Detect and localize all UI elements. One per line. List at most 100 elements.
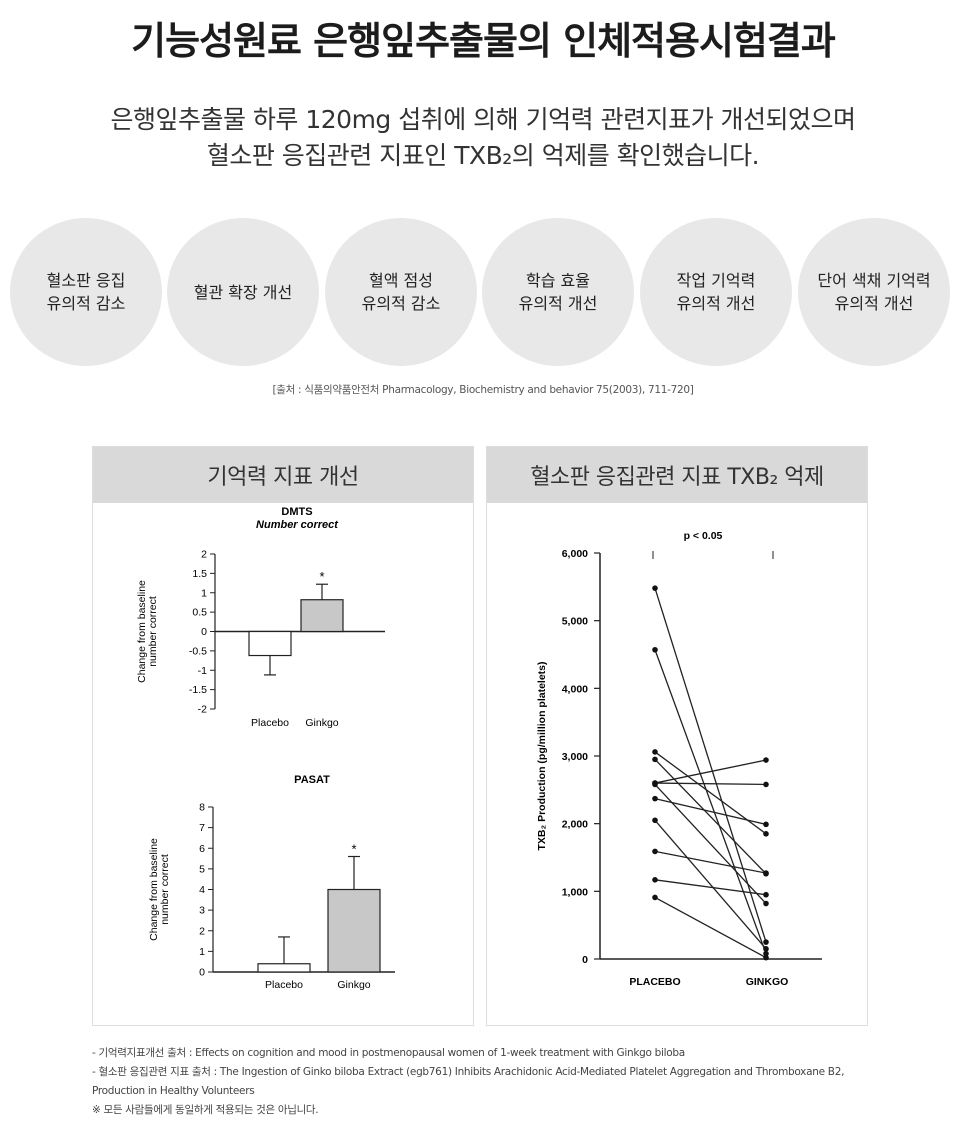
y-axis-label: TXB₂ Production (pg/million platelets) bbox=[536, 662, 548, 851]
y-tick-label: 4 bbox=[199, 884, 205, 896]
y-tick-label: 1 bbox=[199, 946, 205, 958]
y-tick-label: 0 bbox=[201, 626, 207, 638]
placebo-point bbox=[652, 780, 658, 786]
y-axis-label: Change from baselinenumber correct bbox=[148, 838, 171, 941]
chart-title: PASAT bbox=[294, 774, 330, 786]
y-tick-label: 1,000 bbox=[562, 886, 588, 898]
source-citation: [출처 : 식품의약품안전처 Pharmacology, Biochemistr… bbox=[272, 384, 694, 396]
benefit-circle-working-memory: 작업 기억력 유의적 개선 bbox=[640, 218, 792, 366]
subject-line bbox=[654, 783, 767, 904]
category-label: Ginkgo bbox=[337, 979, 370, 991]
y-tick-label: -2 bbox=[198, 704, 207, 716]
placebo-point bbox=[652, 646, 658, 653]
y-tick-label: 6,000 bbox=[562, 548, 588, 560]
ginkgo-point bbox=[763, 946, 769, 952]
y-tick-label: 1.5 bbox=[192, 568, 207, 580]
txb2-chart: p < 0.05 6,000 5,000 4,000 3,000 2,000 1,000 0 P… bbox=[536, 530, 822, 988]
category-label: Placebo bbox=[251, 717, 289, 729]
txb2-panel-title: 혈소판 응집관련 지표 TXB₂ 억제 bbox=[487, 447, 867, 503]
ginkgo-point bbox=[763, 891, 769, 898]
ginkgo-point bbox=[763, 781, 769, 788]
y-axis-label: Change from baselinenumber correct bbox=[136, 580, 159, 683]
y-tick-label: 3,000 bbox=[562, 751, 588, 763]
category-label: PLACEBO bbox=[629, 976, 680, 988]
placebo-point bbox=[652, 756, 658, 763]
ginkgo-point bbox=[763, 954, 769, 961]
y-tick-label: 5,000 bbox=[562, 616, 588, 628]
benefit-label: 학습 효율 유의적 개선 bbox=[518, 271, 598, 313]
y-tick-label: 0 bbox=[199, 967, 205, 979]
chart-subtitle: Number correct bbox=[256, 519, 339, 531]
y-axis-label-line: Change from baseline bbox=[148, 838, 160, 941]
pasat-chart: PASAT 8 7 6 5 4 3 2 1 0 Placebo * Ginkgo Change from … bbox=[148, 774, 395, 991]
placebo-point bbox=[652, 749, 658, 755]
ginkgo-point bbox=[763, 870, 769, 876]
subject-line bbox=[654, 587, 767, 943]
benefit-circles: 혈소판 응집 유의적 감소 혈관 확장 개선 혈액 점성 유의적 감소 학습 효… bbox=[10, 218, 950, 366]
y-axis-label-line: number correct bbox=[159, 854, 171, 925]
bar-ginkgo bbox=[327, 888, 381, 973]
footnote-memory: - 기억력지표개선 출처 : Effects on cognition and … bbox=[92, 1047, 685, 1059]
category-label: Ginkgo bbox=[305, 717, 338, 729]
benefit-circle-platelet: 혈소판 응집 유의적 감소 bbox=[10, 218, 162, 366]
ginkgo-point bbox=[763, 950, 769, 957]
subject-line bbox=[654, 782, 767, 786]
page-subtitle: 은행잎추출물 하루 120mg 섭취에 의해 기억력 관련지표가 개선되었으며 … bbox=[0, 102, 966, 174]
y-tick-label: 2 bbox=[201, 549, 207, 561]
benefit-label: 혈관 확장 개선 bbox=[193, 282, 293, 302]
y-tick-label: -1 bbox=[198, 665, 207, 677]
significance-marker: * bbox=[351, 842, 356, 857]
y-tick-label: 8 bbox=[199, 802, 205, 814]
benefit-label: 혈소판 응집 유의적 감소 bbox=[46, 271, 126, 313]
y-tick-label: 6 bbox=[199, 843, 205, 855]
ginkgo-point bbox=[763, 821, 769, 828]
subject-line bbox=[654, 896, 767, 959]
y-tick-label: 0 bbox=[582, 954, 588, 966]
benefit-label: 혈액 점성 유의적 감소 bbox=[361, 271, 441, 313]
placebo-point bbox=[652, 817, 658, 824]
y-tick-label: 2 bbox=[199, 925, 205, 937]
chart-title: DMTS bbox=[281, 506, 312, 518]
subject-line bbox=[654, 819, 767, 950]
category-label: GINKGO bbox=[746, 976, 789, 988]
memory-panel: 기억력 지표 개선 DMTS Number correct 2 1.5 1 0.5 0 -0.… bbox=[92, 446, 474, 1026]
subject-line bbox=[654, 759, 767, 784]
benefit-label: 작업 기억력 유의적 개선 bbox=[676, 271, 756, 313]
ginkgo-point bbox=[763, 831, 769, 837]
subject-line bbox=[654, 850, 767, 874]
placebo-point bbox=[652, 848, 658, 855]
ginkgo-point bbox=[763, 900, 769, 907]
memory-panel-title: 기억력 지표 개선 bbox=[93, 447, 473, 503]
footnotes: - 기억력지표개선 출처 : Effects on cognition and … bbox=[92, 1044, 882, 1120]
subject-line bbox=[654, 649, 767, 954]
category-label: Placebo bbox=[265, 979, 303, 991]
page-title: 기능성원료 은행잎추출물의 인체적용시험결과 bbox=[131, 19, 836, 63]
txb2-panel: 혈소판 응집관련 지표 TXB₂ 억제 p < 0.05 6,000 5,000 4,… bbox=[486, 446, 868, 1026]
benefit-circle-vasodilation: 혈관 확장 개선 bbox=[167, 218, 319, 366]
y-tick-label: 4,000 bbox=[562, 683, 588, 695]
ginkgo-point bbox=[763, 757, 769, 763]
subtitle-line-2: 혈소판 응집관련 지표인 TXB₂의 억제를 확인했습니다. bbox=[206, 141, 760, 170]
subject-line bbox=[654, 758, 767, 875]
ginkgo-point bbox=[763, 939, 769, 945]
p-value-annotation: p < 0.05 bbox=[684, 530, 723, 542]
y-tick-label: 5 bbox=[199, 863, 205, 875]
y-tick-label: -0.5 bbox=[189, 645, 207, 657]
subject-line bbox=[654, 797, 767, 825]
placebo-point bbox=[652, 795, 658, 802]
placebo-point bbox=[652, 877, 658, 883]
y-axis-label-line: number correct bbox=[147, 596, 159, 667]
bar-ginkgo bbox=[300, 599, 344, 633]
y-tick-label: 7 bbox=[199, 822, 205, 834]
y-tick-label: 2,000 bbox=[562, 819, 588, 831]
y-axis-label-line: Change from baseline bbox=[136, 580, 148, 683]
subject-line bbox=[654, 879, 767, 896]
y-tick-label: -1.5 bbox=[189, 684, 207, 696]
y-tick-label: 3 bbox=[199, 905, 205, 917]
subtitle-line-1: 은행잎추출물 하루 120mg 섭취에 의해 기억력 관련지표가 개선되었으며 bbox=[110, 105, 856, 134]
benefit-circle-viscosity: 혈액 점성 유의적 감소 bbox=[325, 218, 477, 366]
y-tick-label: 1 bbox=[201, 587, 207, 599]
footnote-disclaimer: ※ 모든 사람들에게 동일하게 적용되는 것은 아닙니다. bbox=[92, 1104, 319, 1116]
benefit-label: 단어 색채 기억력 유의적 개선 bbox=[817, 271, 931, 313]
